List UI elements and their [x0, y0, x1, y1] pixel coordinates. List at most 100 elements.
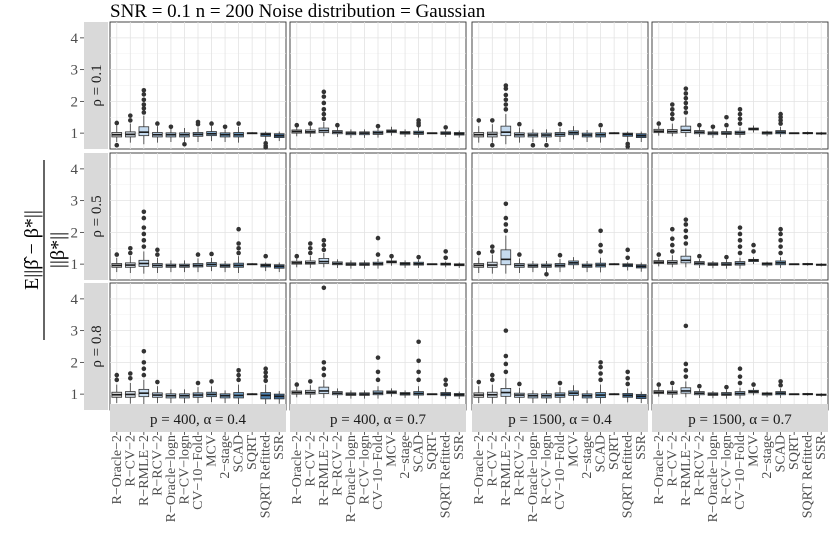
outlier-point — [503, 86, 509, 91]
box-2 — [667, 226, 678, 268]
box-12 — [260, 253, 271, 272]
x-category-label: CV−10−Fold — [191, 435, 206, 510]
box-iqr — [138, 126, 150, 137]
outlier-point — [598, 228, 603, 234]
outlier-point — [236, 372, 241, 378]
box-7 — [734, 107, 746, 138]
outlier-point — [236, 121, 241, 126]
outlier-point — [141, 110, 147, 115]
outlier-point — [778, 238, 783, 243]
box-7 — [734, 225, 746, 269]
outlier-point — [209, 379, 214, 384]
box-1 — [473, 118, 485, 143]
outlier-point — [724, 122, 729, 128]
outlier-point — [141, 244, 147, 249]
y-axis-ticks: 1 2 3 4 1 2 3 4 1 2 3 4 — [71, 31, 84, 403]
box-12 — [622, 247, 633, 271]
box-12 — [802, 392, 813, 396]
y-tick-label: 3 — [71, 63, 79, 79]
box-12 — [440, 249, 451, 268]
x-category-label: R−CV−logn — [719, 435, 734, 504]
outlier-point — [335, 122, 340, 128]
outlier-point — [490, 377, 495, 383]
outlier-point — [416, 339, 421, 345]
x-category-label: SQRT Refitted — [259, 435, 274, 518]
x-category-label: CV−10−Fold — [371, 435, 386, 510]
row-strip: ρ = 0.1 — [84, 22, 108, 149]
box-5 — [527, 390, 539, 404]
box-11 — [246, 393, 258, 396]
x-category-label: R−Oracle−2 — [652, 435, 667, 504]
outlier-point — [375, 235, 381, 241]
box-13 — [273, 131, 285, 142]
box-10 — [233, 368, 244, 405]
outlier-point — [416, 369, 421, 375]
box-10 — [413, 118, 424, 138]
outlier-point — [737, 250, 743, 256]
box-13 — [815, 131, 827, 136]
outlier-point — [503, 328, 509, 333]
column-strip-background — [472, 404, 648, 432]
box-8 — [206, 121, 217, 142]
outlier-point — [263, 374, 268, 379]
box-13 — [635, 262, 647, 272]
outlier-point — [321, 89, 327, 95]
box-7 — [554, 252, 566, 273]
outlier-point — [490, 372, 495, 378]
outlier-point — [778, 231, 783, 237]
outlier-point — [683, 241, 689, 246]
outlier-point — [443, 249, 448, 254]
outlier-point — [490, 142, 495, 148]
box-1 — [653, 382, 665, 397]
outlier-point — [598, 364, 603, 370]
box-3 — [318, 238, 330, 268]
outlier-point — [209, 251, 214, 257]
box-13 — [273, 262, 285, 273]
outlier-point — [778, 379, 783, 384]
box-12 — [802, 131, 813, 135]
box-9 — [761, 130, 773, 137]
box-4 — [152, 121, 163, 143]
x-category-label: MCV — [205, 435, 220, 467]
box-7 — [734, 366, 746, 399]
outlier-point — [503, 228, 509, 234]
box-2 — [487, 244, 498, 274]
box-9 — [219, 124, 231, 143]
outlier-point — [321, 100, 327, 106]
row-strip-label: ρ = 0.1 — [89, 64, 105, 106]
outlier-point — [389, 253, 394, 259]
y-tick-label: 1 — [71, 387, 79, 403]
outlier-point — [443, 382, 448, 387]
box-4 — [514, 121, 525, 143]
outlier-point — [155, 247, 160, 253]
outlier-point — [236, 368, 241, 373]
outlier-point — [141, 215, 147, 221]
outlier-point — [263, 366, 268, 372]
outlier-point — [155, 252, 160, 257]
column-strip-label: p = 1500, α = 0.7 — [688, 412, 792, 428]
row-strip-background — [84, 283, 108, 410]
y-tick-label: 3 — [71, 324, 79, 340]
column-strip: p = 1500, α = 0.4 — [472, 404, 648, 432]
outlier-point — [683, 91, 689, 96]
outlier-point — [114, 252, 120, 257]
x-category-label: MCV — [567, 435, 582, 467]
box-11 — [788, 393, 800, 396]
box-8 — [568, 257, 579, 269]
row-strip-background — [84, 153, 108, 280]
outlier-point — [375, 355, 381, 360]
outlier-point — [114, 377, 120, 383]
box-10 — [595, 122, 606, 143]
outlier-point — [683, 323, 689, 329]
outlier-point — [670, 236, 675, 242]
box-12 — [260, 131, 271, 150]
outlier-point — [321, 360, 327, 365]
outlier-point — [670, 249, 675, 254]
x-category-label: R−Oracle−logn — [526, 435, 541, 522]
box-9 — [761, 391, 773, 398]
box-5 — [527, 260, 539, 273]
outlier-point — [375, 123, 381, 129]
box-2 — [487, 372, 498, 404]
box-iqr — [500, 249, 512, 266]
